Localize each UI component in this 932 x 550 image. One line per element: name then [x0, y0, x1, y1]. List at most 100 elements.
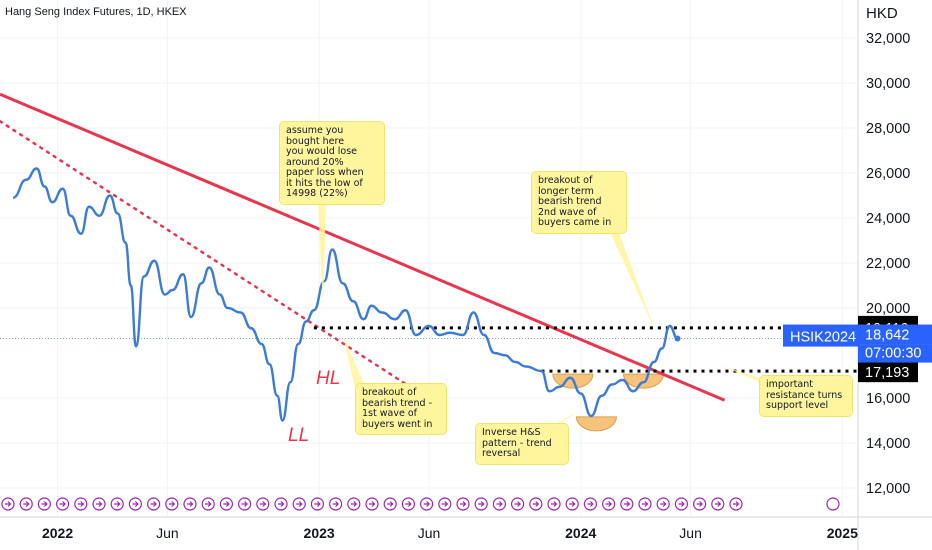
event-icon[interactable]	[347, 497, 361, 511]
event-arrow-icon	[496, 501, 503, 507]
event-icon[interactable]	[147, 497, 161, 511]
note-breakout-longer[interactable]: breakout of longer term bearish trend 2n…	[532, 172, 626, 233]
event-icon[interactable]	[1, 497, 15, 511]
callout-breakout-first	[343, 335, 364, 392]
symbol-tag: HSIK2024	[790, 330, 856, 346]
event-icon[interactable]	[329, 497, 343, 511]
short-term-trendline[interactable]	[0, 120, 446, 411]
event-icon[interactable]	[37, 497, 52, 511]
event-icon[interactable]	[674, 497, 689, 511]
price-tick-label: 20,000	[866, 301, 910, 317]
event-arrow-icon	[387, 501, 394, 507]
event-icon[interactable]	[183, 497, 197, 511]
event-arrow-icon	[350, 501, 358, 507]
event-arrow-icon	[678, 501, 685, 507]
event-arrow-icon	[369, 501, 376, 507]
event-icon[interactable]	[729, 497, 743, 511]
event-icon[interactable]	[583, 497, 598, 511]
event-icon[interactable]	[310, 497, 324, 511]
price-series-line[interactable]	[12, 167, 678, 422]
event-arrow-icon	[733, 501, 740, 507]
last-price-tag: 18,642	[865, 328, 909, 344]
symbol-tag-bg	[783, 324, 858, 347]
event-arrow-icon	[423, 501, 430, 507]
event-arrow-icon	[532, 501, 540, 507]
event-icon[interactable]	[383, 497, 397, 511]
event-icon[interactable]	[201, 497, 215, 511]
event-arrow-icon	[478, 501, 485, 507]
event-icon[interactable]	[692, 497, 707, 511]
event-icon[interactable]	[401, 497, 415, 511]
time-tick-label: 2023	[304, 525, 335, 541]
event-icon[interactable]	[292, 497, 306, 511]
event-arrow-icon	[551, 501, 558, 507]
long-term-trendline[interactable]	[0, 92, 726, 402]
event-icon[interactable]	[74, 497, 88, 511]
note-breakout-first[interactable]: breakout of bearish trend - 1st wave of …	[356, 384, 446, 434]
event-arrow-icon	[205, 501, 212, 507]
callout-breakout-longer	[610, 230, 655, 330]
event-icon[interactable]	[92, 497, 106, 511]
hl-label: HL	[316, 368, 340, 389]
hs-cup-shape	[575, 416, 617, 432]
event-arrow-icon	[59, 501, 66, 507]
event-icon[interactable]	[456, 497, 470, 511]
price-tick-label: 26,000	[866, 166, 910, 182]
price-tick-label: 28,000	[866, 121, 910, 137]
note-inverse-hs[interactable]: Inverse H&S pattern - trend reversal	[476, 424, 568, 464]
time-tick-label: Jun	[418, 525, 441, 541]
event-icon[interactable]	[474, 497, 488, 511]
price-tick-label: 30,000	[866, 76, 910, 92]
event-icon[interactable]	[420, 497, 434, 511]
event-arrow-icon	[441, 501, 449, 507]
event-arrow-icon	[296, 501, 303, 507]
event-icon[interactable]	[165, 497, 179, 511]
event-icon[interactable]	[19, 497, 33, 511]
event-icon[interactable]	[529, 497, 543, 511]
time-tick-label: 2024	[565, 525, 596, 541]
event-icon[interactable]	[256, 497, 270, 511]
event-icon[interactable]	[510, 497, 525, 511]
event-icon[interactable]	[547, 497, 561, 511]
event-arrow-icon	[23, 501, 30, 507]
event-arrow-icon	[714, 501, 722, 507]
event-icon[interactable]	[601, 497, 616, 511]
event-icon[interactable]	[238, 497, 252, 511]
event-icon[interactable]	[620, 497, 634, 511]
price-scale-panel[interactable]	[858, 0, 932, 550]
event-icon[interactable]	[711, 497, 725, 511]
event-icon[interactable]	[128, 497, 142, 511]
event-icon[interactable]	[55, 497, 70, 511]
note-paper-loss[interactable]: assume you bought here you would lose ar…	[280, 122, 384, 204]
event-arrow-icon	[132, 501, 139, 507]
event-icon[interactable]	[365, 497, 379, 511]
event-icon[interactable]	[826, 497, 840, 511]
event-arrow-icon	[405, 501, 412, 507]
event-icon[interactable]	[438, 497, 452, 511]
event-icon[interactable]	[656, 497, 670, 511]
event-icon[interactable]	[565, 497, 579, 511]
symbol-title: Hang Seng Index Futures, 1D, HKEX	[5, 6, 187, 18]
event-arrow-icon	[150, 501, 157, 507]
event-icon[interactable]	[492, 497, 506, 511]
event-icon[interactable]	[638, 497, 652, 511]
event-arrow-icon	[605, 501, 612, 507]
event-arrow-icon	[569, 501, 576, 507]
event-icon[interactable]	[110, 497, 124, 511]
event-arrow-icon	[660, 501, 667, 507]
callout-paper-loss	[318, 200, 326, 310]
last-price-dot	[674, 335, 681, 342]
time-tick-label: Jun	[679, 525, 702, 541]
event-arrow-icon	[241, 501, 248, 507]
note-support[interactable]: important resistance turns support level	[760, 376, 852, 416]
countdown-tag-bg	[858, 344, 932, 363]
currency-label: HKD	[866, 5, 898, 22]
event-arrow-icon	[278, 501, 285, 507]
event-arrow-icon	[5, 501, 12, 507]
price-tick-label: 32,000	[866, 31, 910, 47]
event-icon[interactable]	[219, 497, 233, 511]
price-tick-label: 12,000	[866, 481, 910, 497]
event-arrow-icon	[623, 501, 631, 507]
event-icon[interactable]	[274, 497, 288, 511]
